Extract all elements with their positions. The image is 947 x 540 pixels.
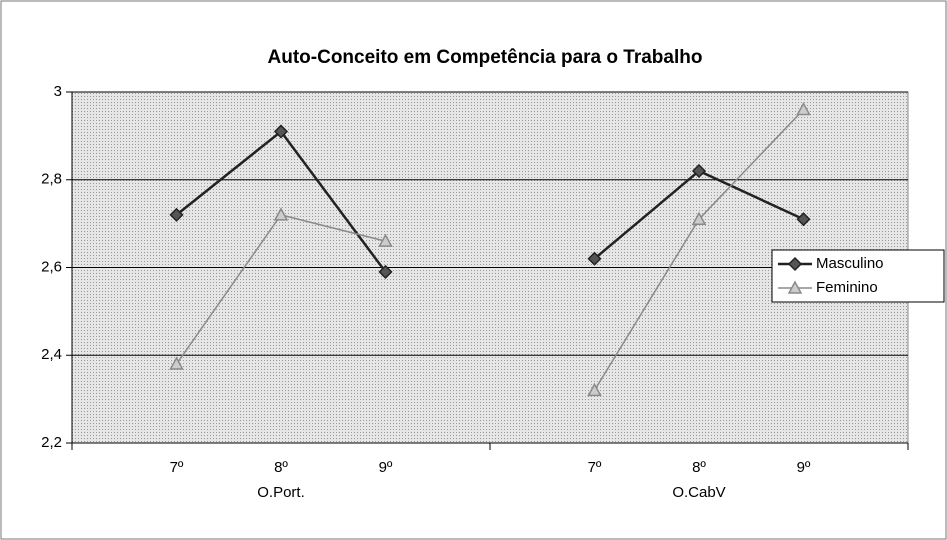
y-tick-label: 2,8 xyxy=(41,171,62,188)
point xyxy=(273,124,289,139)
chart-title: Auto-Conceito em Competência para o Trab… xyxy=(268,47,703,68)
point xyxy=(691,163,707,179)
y-tick-label: 2,4 xyxy=(41,346,62,363)
point xyxy=(273,207,289,221)
point xyxy=(169,207,184,222)
x-tick-label: 7º xyxy=(170,459,184,476)
x-tick-label: 8º xyxy=(692,459,706,476)
group-label: O.CabV xyxy=(672,484,725,501)
legend-label: Feminino xyxy=(816,279,878,296)
point xyxy=(169,356,184,370)
point xyxy=(378,264,393,279)
x-tick-label: 9º xyxy=(379,459,393,476)
point xyxy=(378,233,393,247)
point xyxy=(691,211,707,225)
group-label: O.Port. xyxy=(257,484,305,501)
point xyxy=(587,382,602,397)
y-tick-label: 2,2 xyxy=(41,434,62,451)
legend-label: Masculino xyxy=(816,255,884,272)
x-tick-label: 9º xyxy=(797,459,811,476)
x-tick-label: 8º xyxy=(274,459,288,476)
point xyxy=(796,101,811,116)
point xyxy=(796,212,811,227)
y-tick-label: 2,6 xyxy=(41,258,62,275)
legend-marker xyxy=(787,280,803,294)
point xyxy=(587,251,602,266)
y-tick-label: 3 xyxy=(54,83,62,100)
x-tick-label: 7º xyxy=(588,459,602,476)
legend-marker xyxy=(787,256,803,272)
